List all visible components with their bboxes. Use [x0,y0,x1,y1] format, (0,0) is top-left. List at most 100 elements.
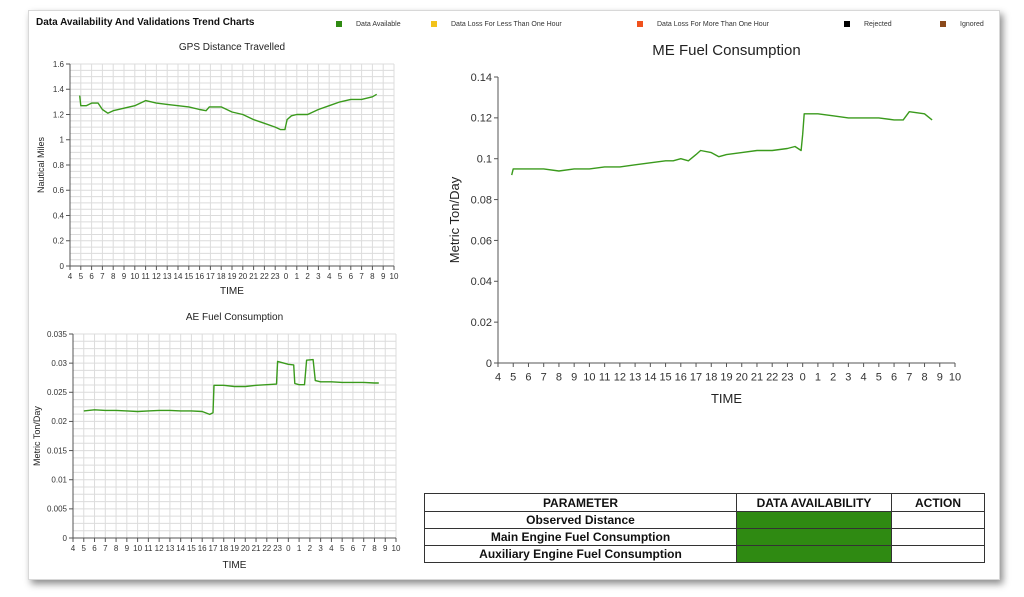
action-cell [891,511,985,529]
x-tick-label: 5 [82,544,87,553]
x-tick-label: 18 [705,372,717,384]
x-tick-label: 4 [68,272,73,281]
x-tick-label: 16 [198,544,207,553]
x-tick-label: 9 [383,544,388,553]
x-tick-label: 23 [271,272,280,281]
x-tick-label: 17 [690,372,702,384]
x-tick-label: 8 [372,544,377,553]
y-tick-label: 0 [63,534,68,543]
x-tick-label: 5 [876,372,882,384]
legend-ignored: Ignored [940,18,984,30]
header-action: ACTION [891,493,985,512]
x-tick-label: 14 [176,544,185,553]
x-tick-label: 16 [195,272,204,281]
x-tick-label: 13 [163,272,172,281]
table-header-row: PARAMETER DATA AVAILABILITY ACTION [424,493,985,512]
x-tick-label: 5 [79,272,84,281]
x-tick-label: 21 [252,544,261,553]
y-axis-label: Nautical Miles [36,136,46,193]
x-tick-label: 12 [152,272,161,281]
y-tick-label: 0.08 [471,194,492,206]
x-tick-label: 0 [800,372,806,384]
availability-cell [736,545,892,563]
x-tick-label: 1 [295,272,300,281]
legend-label: Data Loss For Less Than One Hour [451,20,562,28]
y-tick-label: 0.03 [51,359,67,368]
x-tick-label: 15 [184,272,193,281]
x-tick-label: 12 [155,544,164,553]
y-axis-label: Metric Ton/Day [32,406,42,466]
x-tick-label: 19 [720,372,732,384]
parameter-cell: Auxiliary Engine Fuel Consumption [424,545,737,563]
y-tick-label: 1 [60,136,65,145]
x-tick-label: 6 [891,372,897,384]
legend-data-available: Data Available [336,18,401,30]
panel-title: Data Availability And Validations Trend … [36,17,255,28]
x-tick-label: 21 [751,372,763,384]
x-tick-label: 14 [174,272,183,281]
legend-rejected: Rejected [844,18,892,30]
x-tick-label: 4 [495,372,501,384]
action-cell [891,545,985,563]
x-tick-label: 16 [675,372,687,384]
table-row: Observed Distance [424,511,985,529]
table-row: Auxiliary Engine Fuel Consumption [424,545,985,563]
legend-swatch [844,21,850,27]
x-tick-label: 22 [260,272,269,281]
legend-label: Data Available [356,20,401,28]
x-tick-label: 10 [583,372,595,384]
x-tick-label: 7 [541,372,547,384]
action-cell [891,528,985,546]
y-tick-label: 1.4 [53,85,65,94]
y-tick-label: 0.4 [53,211,65,220]
x-tick-label: 6 [351,544,356,553]
y-tick-label: 1.2 [53,110,65,119]
x-tick-label: 20 [238,272,247,281]
legend-label: Data Loss For More Than One Hour [657,20,769,28]
x-tick-label: 4 [329,544,334,553]
x-tick-label: 17 [206,272,215,281]
x-tick-label: 10 [392,544,401,553]
legend-loss-more-hour: Data Loss For More Than One Hour [637,18,769,30]
x-axis-label: TIME [223,560,247,571]
y-tick-label: 0.005 [47,505,68,514]
x-tick-label: 17 [209,544,218,553]
x-tick-label: 10 [949,372,961,384]
legend-loss-less-hour: Data Loss For Less Than One Hour [431,18,562,30]
x-tick-label: 15 [187,544,196,553]
trend-charts-panel [28,10,1000,580]
x-tick-label: 11 [144,544,153,553]
x-tick-label: 7 [906,372,912,384]
y-tick-label: 0.015 [47,446,68,455]
x-tick-label: 15 [659,372,671,384]
x-tick-label: 4 [327,272,332,281]
availability-cell [736,511,892,529]
parameter-cell: Main Engine Fuel Consumption [424,528,737,546]
x-tick-label: 12 [614,372,626,384]
chart-title: GPS Distance Travelled [179,42,285,53]
x-tick-label: 23 [273,544,282,553]
x-tick-label: 1 [297,544,302,553]
x-tick-label: 0 [286,544,291,553]
x-tick-label: 19 [228,272,237,281]
y-tick-label: 0.02 [51,417,67,426]
x-tick-label: 23 [781,372,793,384]
header-parameter: PARAMETER [424,493,737,512]
x-tick-label: 0 [284,272,289,281]
x-tick-label: 5 [338,272,343,281]
x-tick-label: 21 [249,272,258,281]
x-tick-label: 9 [571,372,577,384]
x-tick-label: 20 [241,544,250,553]
x-tick-label: 3 [318,544,323,553]
x-tick-label: 8 [556,372,562,384]
y-tick-label: 0.14 [471,72,492,84]
x-tick-label: 13 [629,372,641,384]
x-tick-label: 7 [359,272,364,281]
x-tick-label: 14 [644,372,656,384]
x-tick-label: 9 [122,272,127,281]
y-tick-label: 1.6 [53,60,65,69]
y-axis-label: Metric Ton/Day [447,176,462,263]
x-tick-label: 2 [305,272,310,281]
x-tick-label: 2 [830,372,836,384]
data-availability-table: PARAMETER DATA AVAILABILITY ACTION Obser… [424,493,985,563]
